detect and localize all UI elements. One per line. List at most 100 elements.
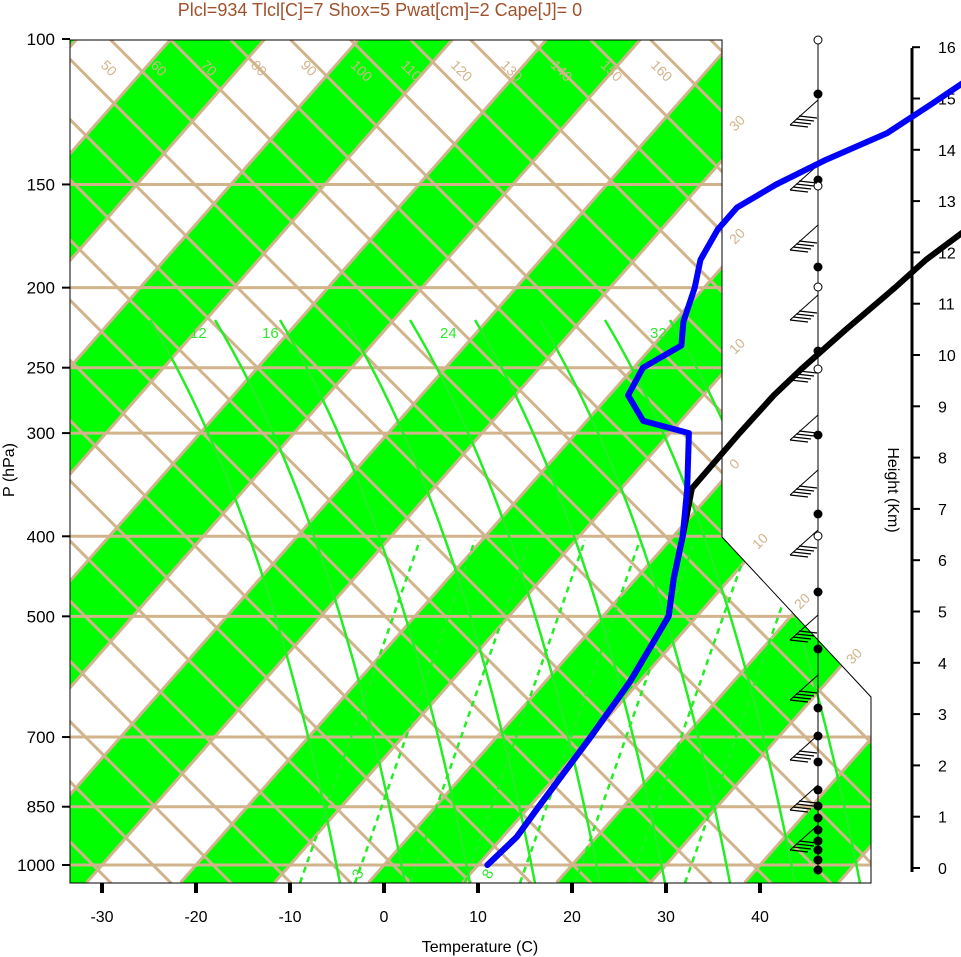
- height-tick-label: 14: [938, 143, 956, 160]
- isotherm-line: [743, 40, 871, 883]
- height-tick-label: 1: [938, 810, 947, 827]
- dry-adiabat-line: [70, 40, 353, 883]
- isotherm-band: [70, 40, 675, 883]
- wind-barb-feather: [798, 430, 818, 434]
- dry-adiabat-line: [70, 40, 533, 883]
- temperature-tick-label: 0: [380, 909, 389, 926]
- wind-barb-feather: [789, 124, 809, 128]
- isotherm-bands: [70, 40, 871, 883]
- wind-barb-feather: [798, 800, 818, 804]
- wind-barb-feather: [792, 806, 812, 810]
- wind-barb-feather: [789, 439, 809, 443]
- wind-barb-feather: [798, 180, 818, 184]
- pressure-tick-label: 250: [27, 359, 55, 378]
- wind-barb-feather: [792, 636, 812, 640]
- shear-label: 20: [791, 590, 813, 612]
- pressure-tick-label: 500: [27, 607, 55, 626]
- wind-dot: [813, 865, 823, 875]
- temperature-tick-label: 10: [469, 909, 487, 926]
- wind-barb-feather: [798, 750, 818, 754]
- pressure-tick-label: 850: [27, 798, 55, 817]
- wind-dot: [813, 703, 823, 713]
- dry-adiabat-line: [109, 40, 871, 883]
- height-tick-label: 16: [938, 40, 956, 57]
- temperature-tick-label: 40: [751, 909, 769, 926]
- wind-barb-feather: [795, 433, 815, 437]
- wind-dot: [813, 644, 823, 654]
- temperature-tick-label: -30: [90, 909, 113, 926]
- pressure-tick-label: 100: [27, 30, 55, 49]
- wind-barb-feather: [792, 186, 812, 190]
- wind-barb-feather: [789, 699, 809, 703]
- isotherm-line: [70, 40, 488, 883]
- wind-dot: [813, 509, 823, 519]
- wind-barb-feather: [795, 118, 815, 122]
- height-tick-label: 9: [938, 399, 947, 416]
- moist-adiabat-lines: [148, 319, 862, 883]
- height-tick-label: 13: [938, 194, 956, 211]
- theta-e-label: 16: [262, 325, 279, 342]
- wind-dot: [813, 785, 823, 795]
- dry-adiabat-line: [891, 0, 961, 883]
- wind-barb-feather: [798, 240, 818, 244]
- theta-e-label: 32: [650, 325, 667, 342]
- wind-barb: [789, 784, 819, 813]
- wind-dot: [813, 430, 823, 440]
- dry-adiabat-line: [70, 40, 233, 883]
- wind-barb-feather: [795, 183, 815, 187]
- dry-adiabat-line: [70, 40, 473, 883]
- wind-open-dot: [813, 282, 823, 292]
- wind-dot: [813, 262, 823, 272]
- isotherm-label: 90: [298, 57, 320, 79]
- wind-barb: [789, 674, 819, 703]
- wind-barb-feather: [798, 115, 818, 119]
- wind-barb: [789, 529, 819, 558]
- wind-barb-shaft: [789, 469, 819, 496]
- isotherm-line: [837, 40, 871, 883]
- isotherm-band: [556, 40, 871, 883]
- isotherm-line: [70, 40, 582, 883]
- wind-barb: [789, 824, 819, 853]
- wind-barb-shaft: [789, 674, 819, 701]
- wind-barb-feather: [792, 436, 812, 440]
- height-tick-label: 5: [938, 605, 947, 622]
- chart-title: Plcl=934 Tlcl[C]=7 Shox=5 Pwat[cm]=2 Cap…: [178, 0, 582, 20]
- isotherm-line: [933, 1, 961, 882]
- y-axis-label: P (hPa): [1, 443, 18, 497]
- wind-barb-feather: [795, 313, 815, 317]
- mixing-ratio-label: 3: [349, 866, 368, 882]
- wind-open-dot: [813, 35, 823, 45]
- wind-barb-feather: [792, 316, 812, 320]
- height-tick-label: 4: [938, 656, 947, 673]
- dry-adiabat-line: [169, 40, 871, 883]
- pressure-tick-label: 200: [27, 279, 55, 298]
- dewpoint-profile-line: [484, 80, 961, 868]
- wind-barb-feather: [792, 696, 812, 700]
- wind-barb: [789, 294, 819, 323]
- mixing-ratio-line: [628, 539, 752, 883]
- wind-barb-feather: [789, 809, 809, 813]
- dry-adiabat-line: [70, 40, 593, 883]
- height-tick-label: 3: [938, 707, 947, 724]
- dry-adiabat-line: [70, 40, 833, 883]
- dry-adiabat-line: [529, 40, 871, 883]
- wind-barb-feather: [798, 545, 818, 549]
- pressure-tick-label: 150: [27, 175, 55, 194]
- wind-barb-shaft: [789, 529, 819, 556]
- wind-barb: [789, 164, 819, 193]
- shear-label: 10: [726, 335, 748, 357]
- temperature-tick-label: -20: [184, 909, 207, 926]
- moist-adiabat-line: [473, 319, 667, 883]
- height-tick-label: 8: [938, 451, 947, 468]
- wind-barb-feather: [789, 849, 809, 853]
- pressure-tick-label: 300: [27, 424, 55, 443]
- wind-barb-feather: [792, 846, 812, 850]
- moist-adiabat-line: [148, 319, 342, 883]
- dry-adiabat-line: [469, 40, 871, 883]
- moist-adiabat-line: [278, 319, 472, 883]
- wind-barb-feather: [792, 121, 812, 125]
- isotherm-band: [70, 40, 863, 883]
- wind-barb: [789, 99, 819, 128]
- theta-e-label: 24: [440, 325, 457, 342]
- wind-barb-feather: [789, 639, 809, 643]
